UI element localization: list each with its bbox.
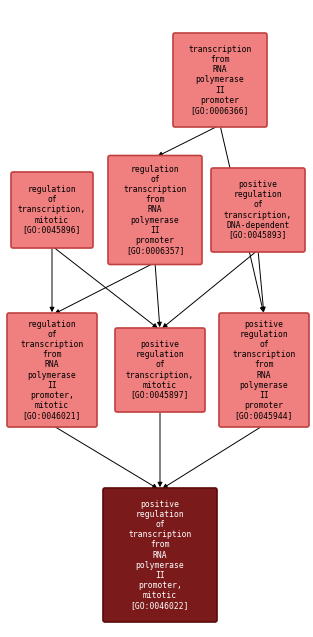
Text: positive
regulation
of
transcription,
mitotic
[GO:0045897]: positive regulation of transcription, mi… [126, 340, 194, 399]
FancyBboxPatch shape [219, 313, 309, 427]
FancyBboxPatch shape [115, 328, 205, 412]
FancyBboxPatch shape [211, 168, 305, 252]
Text: regulation
of
transcription,
mitotic
[GO:0045896]: regulation of transcription, mitotic [GO… [18, 185, 86, 234]
Text: regulation
of
transcription
from
RNA
polymerase
II
promoter
[GO:0006357]: regulation of transcription from RNA pol… [123, 165, 187, 255]
Text: positive
regulation
of
transcription
from
RNA
polymerase
II
promoter,
mitotic
[G: positive regulation of transcription fro… [128, 500, 192, 610]
FancyBboxPatch shape [108, 155, 202, 264]
Text: regulation
of
transcription
from
RNA
polymerase
II
promoter,
mitotic
[GO:0046021: regulation of transcription from RNA pol… [20, 320, 84, 420]
Text: positive
regulation
of
transcription,
DNA-dependent
[GO:0045893]: positive regulation of transcription, DN… [224, 180, 292, 240]
FancyBboxPatch shape [7, 313, 97, 427]
FancyBboxPatch shape [173, 33, 267, 127]
Text: positive
regulation
of
transcription
from
RNA
polymerase
II
promoter
[GO:0045944: positive regulation of transcription fro… [232, 320, 296, 420]
FancyBboxPatch shape [11, 172, 93, 248]
FancyBboxPatch shape [103, 488, 217, 622]
Text: transcription
from
RNA
polymerase
II
promoter
[GO:0006366]: transcription from RNA polymerase II pro… [188, 45, 252, 115]
